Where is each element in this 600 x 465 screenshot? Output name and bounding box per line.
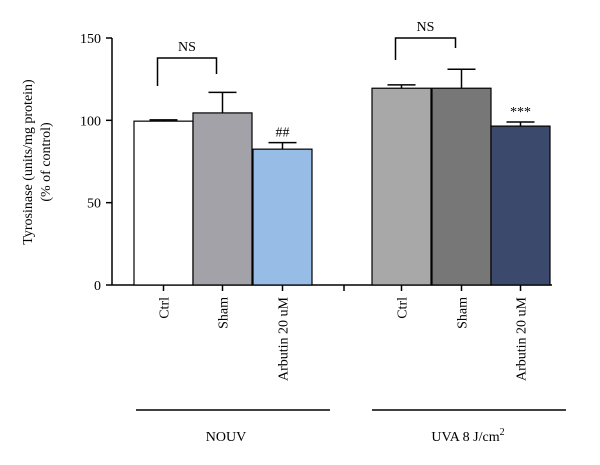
plot-area: Ctrl Sham ## Arbutin 20 uM NS Ctrl Sham *** Arbu… bbox=[133, 20, 551, 381]
category-label: Ctrl bbox=[396, 297, 411, 319]
y-tick-label: 0 bbox=[94, 279, 101, 294]
category-label: Arbutin 20 uM bbox=[515, 296, 530, 381]
significance-bracket bbox=[156, 57, 218, 86]
significance-label: *** bbox=[510, 105, 531, 120]
ns-label: NS bbox=[417, 20, 435, 35]
bar bbox=[133, 120, 194, 286]
group-label-1-superscript: 2 bbox=[500, 427, 505, 438]
category-label: Sham bbox=[456, 297, 471, 329]
bar bbox=[490, 125, 551, 286]
significance-bracket bbox=[394, 37, 457, 60]
group-label-0-text: NOUV bbox=[206, 430, 246, 445]
y-tick-label: 50 bbox=[87, 197, 101, 212]
y-ticks: 0 50 100 150 bbox=[80, 32, 112, 294]
bar bbox=[192, 112, 253, 286]
group-label-1: UVA 8 J/cm2 bbox=[431, 427, 504, 445]
group-label-0-wrap: NOUV bbox=[136, 409, 330, 445]
y-tick-label: 100 bbox=[80, 114, 101, 129]
group-label-1-text: UVA 8 J/cm bbox=[431, 430, 499, 445]
bar bbox=[252, 148, 313, 286]
y-axis: 0 50 100 150 bbox=[80, 32, 113, 294]
category-label: Sham bbox=[217, 297, 232, 329]
bar bbox=[431, 87, 492, 286]
significance-label: ## bbox=[276, 126, 290, 141]
y-axis-title: Tyrosinase (units/mg protein) (% of cont… bbox=[21, 79, 54, 245]
bar bbox=[371, 87, 432, 286]
y-axis-title-line-2: (% of control) bbox=[39, 122, 54, 202]
y-axis-title-line-1: Tyrosinase (units/mg protein) bbox=[21, 79, 36, 245]
group-label-1-wrap: UVA 8 J/cm2 bbox=[372, 409, 566, 445]
category-label: Ctrl bbox=[158, 297, 173, 319]
ns-label: NS bbox=[178, 40, 196, 55]
y-tick-label: 150 bbox=[80, 32, 101, 47]
category-label: Arbutin 20 uM bbox=[277, 296, 292, 381]
group-label-0: NOUV bbox=[206, 430, 246, 445]
